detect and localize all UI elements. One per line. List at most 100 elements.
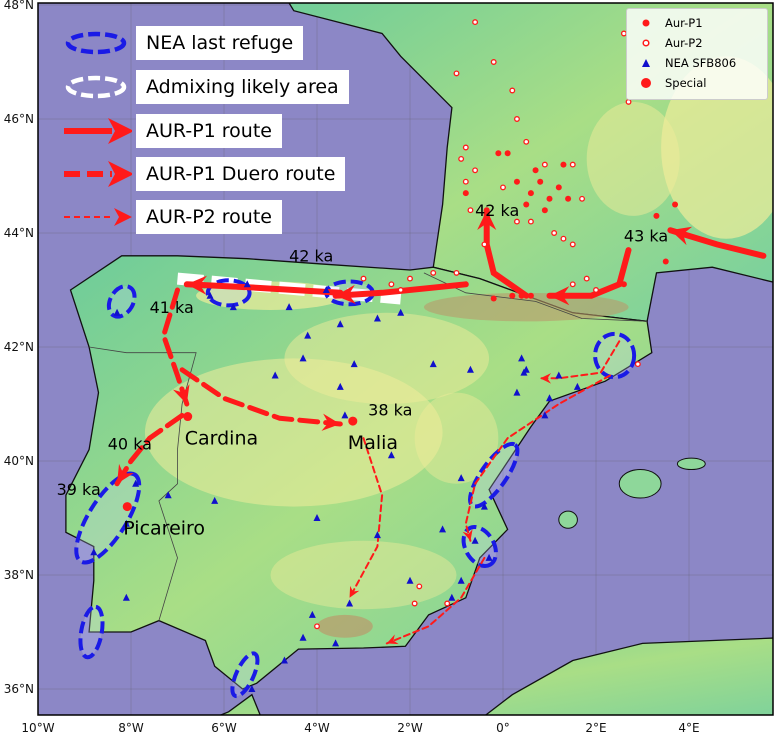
aur-p2-site-marker xyxy=(388,281,395,288)
y-tick-label: 38°N xyxy=(4,568,34,582)
dashed-thick-red-arrow-icon xyxy=(64,161,132,187)
site-points xyxy=(90,19,679,692)
nea-site-marker xyxy=(164,491,172,499)
nea-site-marker xyxy=(341,411,349,419)
aur-p2-site-marker xyxy=(490,59,497,65)
y-tick-label: 42°N xyxy=(4,340,34,354)
aur-p2-route xyxy=(348,437,384,599)
nea-site-marker xyxy=(546,394,553,402)
aur-p1-site-marker xyxy=(546,195,553,202)
aur-p1-duero-route-head xyxy=(321,413,341,431)
nea-site-marker xyxy=(541,411,549,419)
point-legend: Aur-P1 Aur-P2 NEA SFB806 Special xyxy=(626,8,768,100)
age-label: 41 ka xyxy=(150,298,194,317)
aur-p1-route-head xyxy=(477,210,497,231)
route-legend-item: AUR-P1 Duero route xyxy=(136,157,346,191)
route-legend-item: Admixing likely area xyxy=(136,70,349,104)
x-tick-label: 2°W xyxy=(397,721,423,735)
aur-p1-site-marker xyxy=(504,150,511,157)
nea-refuges xyxy=(74,272,637,699)
aur-p1-route xyxy=(483,207,530,299)
relief-area xyxy=(586,101,680,216)
nea-site-marker xyxy=(211,496,219,504)
island xyxy=(618,469,662,499)
aur-p2-site-marker xyxy=(397,287,404,293)
nea-site-marker xyxy=(387,451,395,459)
nea-refuge-ellipse xyxy=(106,284,137,319)
nea-site-marker xyxy=(299,354,307,362)
aur-p2-site-marker xyxy=(314,623,320,630)
aur-p2-site-marker xyxy=(541,161,548,168)
aur-p1-route-head xyxy=(670,226,693,246)
nea-site-marker xyxy=(466,365,474,373)
nea-site-marker xyxy=(485,553,493,561)
aur-p1-site-marker xyxy=(555,184,562,191)
nea-site-marker xyxy=(90,548,98,556)
y-tick-label: 44°N xyxy=(4,226,34,240)
aur-p2-site-marker xyxy=(583,275,590,282)
aur-p1-site-marker xyxy=(653,212,660,219)
aur-p1-route-head xyxy=(549,286,570,306)
aur-p1-route-head xyxy=(186,275,208,295)
nea-site-marker xyxy=(397,308,405,316)
aur-p2-site-marker xyxy=(407,275,413,282)
aur-p2-site-marker xyxy=(569,241,576,248)
aur-p2-site-marker xyxy=(500,184,506,191)
nea-site-marker xyxy=(457,474,465,482)
aur-p2-site-marker xyxy=(514,116,520,122)
nea-site-marker xyxy=(280,656,288,664)
aur-p2-site-marker xyxy=(625,98,632,105)
special-site-marker xyxy=(122,502,132,512)
special-site-marker xyxy=(183,412,193,422)
nea-refuge-ellipse xyxy=(78,604,105,660)
aur-p1-duero-route xyxy=(179,367,343,427)
aur-p2-site-marker xyxy=(523,138,530,145)
route-legend-item: AUR-P2 route xyxy=(136,200,282,234)
aur-p1-route xyxy=(546,247,632,299)
aur-p2-site-marker xyxy=(634,361,641,368)
nea-site-marker xyxy=(132,479,140,487)
nea-refuge-ellipse xyxy=(593,331,637,380)
aur-p1-site-marker xyxy=(509,292,516,299)
x-tick-label: 6°W xyxy=(211,721,237,735)
relief-area xyxy=(284,312,490,404)
nea-site-marker xyxy=(439,525,447,533)
aur-p2-site-marker xyxy=(453,269,460,276)
age-label: 40 ka xyxy=(108,435,152,454)
nea-site-marker xyxy=(332,639,340,647)
aur-p1-route-head xyxy=(335,284,356,305)
nea-refuge-ellipse xyxy=(461,525,498,568)
border-line xyxy=(89,346,197,621)
white-dashed-ellipse-icon xyxy=(65,75,127,99)
aur-p1-site-marker xyxy=(541,207,548,214)
aur-p1-site-marker xyxy=(527,292,534,299)
aur-p2-site-marker xyxy=(551,230,558,236)
aur-p2-site-marker xyxy=(430,269,437,276)
aur-p1-site-marker xyxy=(565,195,572,202)
nea-site-marker xyxy=(346,599,354,607)
nea-site-marker xyxy=(555,371,563,379)
y-tick-label: 40°N xyxy=(4,454,34,468)
aur-p2-site-marker xyxy=(509,87,516,94)
y-tick-label: 36°N xyxy=(4,682,34,696)
aur-p2-site-marker xyxy=(472,19,479,26)
age-label: 42 ka xyxy=(289,247,333,266)
nea-site-marker xyxy=(313,514,321,521)
x-tick-label: 0° xyxy=(496,721,510,735)
legend-nea: NEA SFB806 xyxy=(627,53,736,73)
age-label: 42 ka xyxy=(475,201,519,220)
terrain-relief xyxy=(89,56,773,638)
aur-p2-route-head xyxy=(349,585,360,598)
nea-site-marker xyxy=(448,593,456,601)
y-tick-label: 46°N xyxy=(4,112,34,126)
place-label-picareiro: Picareiro xyxy=(123,518,205,540)
nea-site-marker xyxy=(373,531,381,539)
legend-aur-p1: Aur-P1 xyxy=(627,13,703,33)
legend-aur-p2: Aur-P2 xyxy=(627,33,703,53)
aur-p1-site-marker xyxy=(462,190,469,197)
nea-refuge-ellipse xyxy=(74,471,142,565)
nea-refuge-ellipse xyxy=(468,441,520,509)
nea-site-marker xyxy=(350,360,358,368)
aur-p1-route xyxy=(332,281,469,299)
